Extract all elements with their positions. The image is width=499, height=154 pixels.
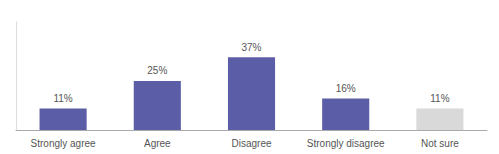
svg-text:Agree: Agree [144,138,171,149]
svg-text:Strongly agree: Strongly agree [31,138,96,149]
svg-text:Strongly disagree: Strongly disagree [307,138,385,149]
svg-text:Disagree: Disagree [231,138,271,149]
svg-text:Not sure: Not sure [421,138,459,149]
svg-text:25%: 25% [147,65,167,76]
svg-text:37%: 37% [241,42,261,53]
svg-text:16%: 16% [336,83,356,94]
svg-text:11%: 11% [430,93,449,104]
svg-text:11%: 11% [53,93,72,104]
